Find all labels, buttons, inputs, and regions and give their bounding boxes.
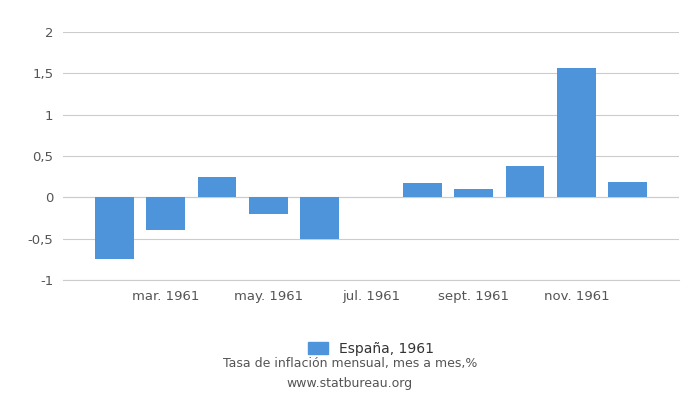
- Text: Tasa de inflación mensual, mes a mes,%: Tasa de inflación mensual, mes a mes,%: [223, 358, 477, 370]
- Bar: [146, 197, 185, 230]
- Bar: [300, 197, 339, 239]
- Bar: [557, 68, 596, 197]
- Bar: [608, 182, 647, 197]
- Bar: [403, 183, 442, 197]
- Bar: [95, 197, 134, 259]
- Bar: [249, 197, 288, 214]
- Text: www.statbureau.org: www.statbureau.org: [287, 378, 413, 390]
- Bar: [454, 189, 493, 197]
- Bar: [505, 166, 545, 197]
- Legend: España, 1961: España, 1961: [307, 342, 435, 356]
- Bar: [197, 177, 237, 197]
